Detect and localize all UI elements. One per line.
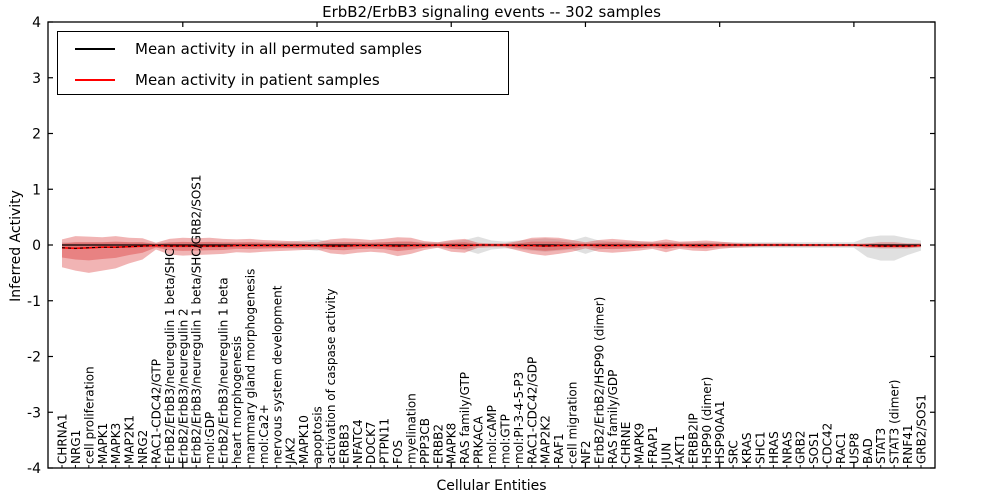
entity-label: nervous system development xyxy=(270,285,284,464)
y-tick-label: 1 xyxy=(32,182,41,198)
legend-label-patient: Mean activity in patient samples xyxy=(135,70,380,89)
entity-label: NRAS xyxy=(780,431,794,464)
y-tick-label: 4 xyxy=(32,15,41,31)
entity-label: SRC xyxy=(727,440,741,464)
entity-label: MAPK8 xyxy=(445,423,459,464)
entity-label: USP8 xyxy=(847,433,861,464)
entity-label: SHC1 xyxy=(753,431,767,464)
entity-label: RAF1 xyxy=(552,433,566,464)
entity-label: GRB2/SOS1 xyxy=(915,394,929,464)
entity-label: CHRNA1 xyxy=(56,413,70,464)
entity-label: RAC1 xyxy=(834,432,848,464)
entity-label: NFATC4 xyxy=(351,419,365,464)
entity-label: NF2 xyxy=(579,440,593,464)
y-tick-label: -1 xyxy=(27,294,41,310)
legend-label-permuted: Mean activity in all permuted samples xyxy=(135,39,422,58)
entity-label: ERBB2 xyxy=(431,424,445,464)
entity-label: HSP90AA1 xyxy=(713,400,727,464)
entity-label: ErbB2/ErbB3/neuregulin 2 xyxy=(176,308,190,464)
y-tick-label: -3 xyxy=(27,405,41,421)
entity-label: ErbB2/ErbB3/neuregulin 1 beta/SHC xyxy=(163,248,177,464)
y-tick-label: 0 xyxy=(32,238,41,254)
zero-dashed-line xyxy=(61,244,922,249)
entity-label: STAT3 xyxy=(874,428,888,464)
entity-label: HRAS xyxy=(767,431,781,464)
entity-label: DOCK7 xyxy=(364,421,378,464)
legend-entry-permuted: Mean activity in all permuted samples xyxy=(58,34,508,63)
entity-label: RAC1-CDC42/GDP xyxy=(525,357,539,464)
y-tick-label: -4 xyxy=(27,461,41,477)
entity-label: ErbB2/ErbB2/HSP90 (dimer) xyxy=(592,297,606,464)
patient-line-sample xyxy=(75,78,115,81)
entity-label: myelination xyxy=(404,393,418,464)
entity-label: cell proliferation xyxy=(82,366,96,464)
entity-label: ErbB2/ErbB3/neuregulin 1 beta/SHC/GRB2/S… xyxy=(190,174,204,464)
entity-label: MAPK3 xyxy=(109,423,123,464)
entity-label: PPP3CB xyxy=(418,418,432,464)
entity-label: CDC42 xyxy=(821,423,835,464)
entity-label: RAS family/GDP xyxy=(606,370,620,464)
entity-label: NRG1 xyxy=(69,430,83,464)
entity-label: STAT3 (dimer) xyxy=(888,380,902,464)
permuted-band xyxy=(62,235,921,261)
entity-label: ERBB2IP xyxy=(686,413,700,464)
entity-label: mol:cAMP xyxy=(485,405,499,464)
entity-label: FOS xyxy=(391,440,405,464)
entity-label: MAP2K1 xyxy=(123,415,137,464)
entity-label: JAK2 xyxy=(284,437,298,465)
entity-label: mol:GDP xyxy=(203,412,217,464)
entity-label: HSP90 (dimer) xyxy=(700,377,714,464)
entity-label: MAPK1 xyxy=(96,423,110,464)
entity-label: mol:GTP xyxy=(498,414,512,464)
legend-entry-patient: Mean activity in patient samples xyxy=(58,65,508,94)
entity-label: NRG2 xyxy=(136,430,150,464)
legend: Mean activity in all permuted samples Me… xyxy=(57,31,509,95)
chart-title: ErbB2/ErbB3 signaling events -- 302 samp… xyxy=(322,3,661,21)
entity-label: KRAS xyxy=(740,432,754,464)
y-tick-label: -2 xyxy=(27,350,41,366)
entity-label: MAP2K2 xyxy=(539,415,553,464)
entity-label: PRKACA xyxy=(472,415,486,464)
entity-label: GRB2 xyxy=(794,430,808,464)
y-axis-label: Inferred Activity xyxy=(8,190,24,302)
permuted-line-sample xyxy=(75,47,115,50)
y-tick-label: 3 xyxy=(32,71,41,87)
x-axis-label: Cellular Entities xyxy=(436,478,547,494)
entity-label: CHRNE xyxy=(619,422,633,464)
entity-label: MAPK9 xyxy=(633,423,647,464)
entity-label: BAD xyxy=(861,438,875,464)
entity-label: apoptosis xyxy=(311,406,325,464)
entity-label: PTPN11 xyxy=(378,418,392,464)
entity-label: SOS1 xyxy=(807,432,821,464)
entity-label: activation of caspase activity xyxy=(324,289,338,464)
entity-label: RAC1-CDC42/GTP xyxy=(149,359,163,464)
y-tick-label: 2 xyxy=(32,127,41,143)
entity-label: mol:Ca2+ xyxy=(257,404,271,464)
entity-label: JUN xyxy=(659,443,673,465)
entity-label: MAPK10 xyxy=(297,415,311,464)
entity-label: heart morphogenesis xyxy=(230,336,244,464)
entity-label: FRAP1 xyxy=(646,426,660,464)
entity-label: mol:PI-3-4-5-P3 xyxy=(512,372,526,464)
entity-label: RAS family/GTP xyxy=(458,372,472,464)
entity-label: AKT1 xyxy=(673,434,687,464)
entity-label: cell migration xyxy=(566,382,580,464)
entity-label: RNF41 xyxy=(901,425,915,465)
entity-label: ErbB2/ErbB3/neuregulin 1 beta xyxy=(217,277,231,464)
entity-label: ERBB3 xyxy=(337,424,351,464)
entity-label: mammary gland morphogenesis xyxy=(243,269,257,464)
